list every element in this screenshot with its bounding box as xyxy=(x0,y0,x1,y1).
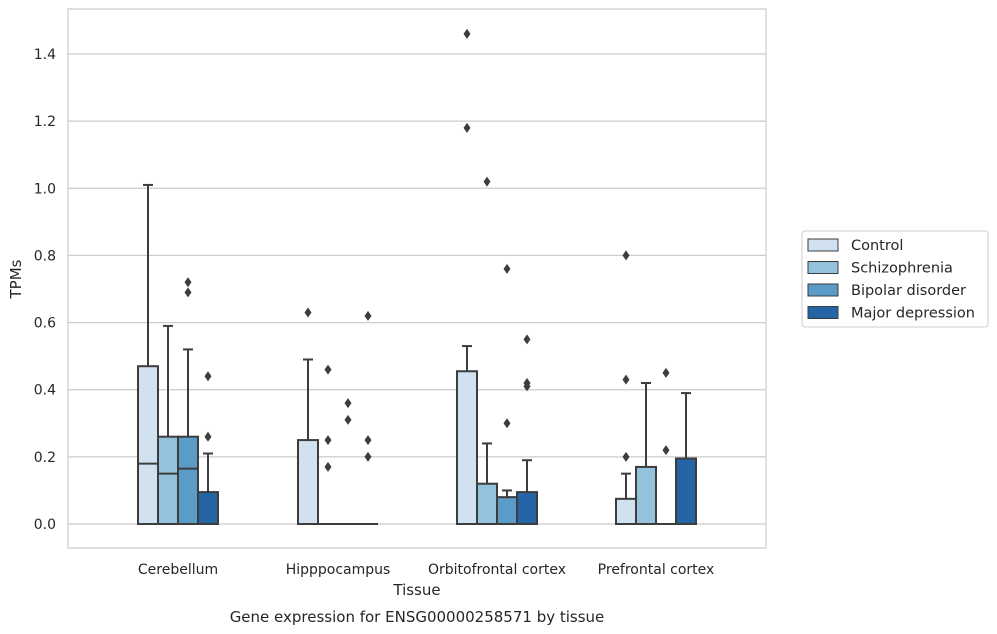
box xyxy=(297,439,319,526)
outlier-point xyxy=(204,431,212,442)
x-tick-label: Cerebellum xyxy=(138,562,218,578)
outlier-point xyxy=(204,371,212,382)
box-series xyxy=(137,28,697,526)
outlier-point xyxy=(622,451,630,462)
y-tick-label: 1.0 xyxy=(34,181,56,197)
y-tick-label: 0.2 xyxy=(34,450,56,466)
box xyxy=(635,465,657,525)
outlier-point xyxy=(662,367,670,378)
outlier-point xyxy=(662,445,670,456)
box xyxy=(476,482,498,526)
outlier-point xyxy=(304,307,312,318)
outlier-point xyxy=(622,374,630,385)
series-major-depression xyxy=(197,310,697,526)
box xyxy=(615,497,637,526)
box xyxy=(197,491,219,526)
y-tick-label: 0.4 xyxy=(34,383,56,399)
outlier-point xyxy=(364,435,372,446)
outlier-point xyxy=(324,435,332,446)
legend-label: Control xyxy=(851,238,903,254)
y-tick-label: 1.4 xyxy=(34,47,56,63)
x-tick-label: Prefrontal cortex xyxy=(598,562,715,578)
outlier-point xyxy=(184,277,192,288)
box xyxy=(157,435,179,526)
outlier-point xyxy=(364,451,372,462)
y-tick-label: 1.2 xyxy=(34,114,56,130)
series-schizophrenia xyxy=(157,176,657,526)
box xyxy=(675,457,697,525)
x-axis-label: Tissue xyxy=(392,581,440,599)
outlier-point xyxy=(622,250,630,261)
box xyxy=(496,496,518,525)
legend-swatch xyxy=(807,283,839,297)
outlier-point xyxy=(324,461,332,472)
box xyxy=(137,365,159,526)
legend-frame xyxy=(801,230,989,328)
x-axis-ticks: Cerebellum Hipppocampus Orbitofrontal cort… xyxy=(138,562,714,578)
box xyxy=(177,435,199,526)
plot-frame xyxy=(67,8,767,549)
y-axis-label: TPMs xyxy=(7,259,25,299)
y-tick-label: 0.8 xyxy=(34,248,56,264)
legend-swatch xyxy=(807,261,839,274)
outlier-point xyxy=(184,287,192,298)
outlier-point xyxy=(463,122,471,133)
outlier-point xyxy=(523,334,531,345)
legend-label: Major depression xyxy=(851,306,975,322)
chart-caption: Gene expression for ENSG00000258571 by t… xyxy=(230,608,605,626)
legend-label: Schizophrenia xyxy=(851,261,953,277)
outlier-point xyxy=(463,28,471,39)
outlier-point xyxy=(503,263,511,274)
series-bipolar-disorder xyxy=(177,263,676,526)
box xyxy=(456,370,478,525)
outlier-point xyxy=(523,381,531,392)
outlier-point xyxy=(344,414,352,425)
x-tick-label: Orbitofrontal cortex xyxy=(428,562,566,578)
legend: Control Schizophrenia Bipolar disorder Majo… xyxy=(801,230,989,328)
series-control xyxy=(137,28,637,526)
outlier-point xyxy=(483,176,491,187)
x-tick-label: Hipppocampus xyxy=(286,562,391,578)
y-tick-label: 0.6 xyxy=(34,316,56,332)
outlier-point xyxy=(503,418,511,429)
y-axis-ticks: 0.0 0.2 0.4 0.6 0.8 1.0 1.2 1.4 xyxy=(34,47,56,533)
outlier-point xyxy=(344,398,352,409)
box xyxy=(516,491,538,526)
outlier-point xyxy=(364,310,372,321)
y-tick-label: 0.0 xyxy=(34,517,56,533)
legend-swatch xyxy=(807,306,839,319)
legend-label: Bipolar disorder xyxy=(851,283,966,299)
outlier-point xyxy=(324,364,332,375)
legend-swatch xyxy=(807,238,839,252)
